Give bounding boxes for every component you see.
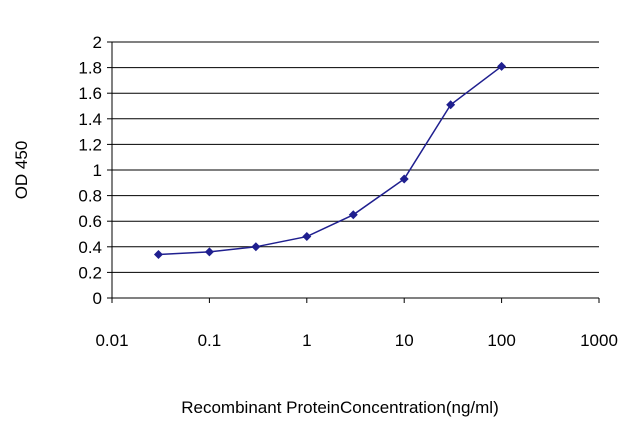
y-tick-label-6: 1.2 [78, 135, 102, 154]
series-group [153, 61, 507, 259]
y-axis-title: OD 450 [12, 141, 31, 200]
y-tick-label-2: 0.4 [78, 238, 102, 257]
x-tick-label-1: 0.1 [198, 331, 222, 350]
data-point-4 [348, 210, 358, 220]
x-tick-label-0: 0.01 [95, 331, 128, 350]
x-tick-label-2: 1 [302, 331, 311, 350]
data-point-7 [497, 61, 507, 71]
data-point-5 [399, 174, 409, 184]
x-tick-label-5: 1000 [580, 331, 618, 350]
y-axis-ticks: 0 0.2 0.4 0.6 0.8 1 1.2 1.4 1.6 1.8 2 [78, 33, 112, 308]
y-tick-label-8: 1.6 [78, 84, 102, 103]
x-axis-title: Recombinant ProteinConcentration(ng/ml) [181, 398, 499, 417]
gridlines [112, 41, 599, 273]
data-point-6 [446, 100, 456, 110]
data-point-1 [204, 247, 214, 257]
data-point-3 [302, 232, 312, 242]
series-line-0 [158, 65, 503, 256]
y-tick-label-9: 1.8 [78, 59, 102, 78]
y-tick-label-3: 0.6 [78, 212, 102, 231]
y-tick-label-4: 0.8 [78, 187, 102, 206]
y-tick-label-1: 0.2 [78, 263, 102, 282]
data-point-0 [153, 249, 163, 259]
y-tick-label-5: 1 [93, 161, 102, 180]
data-point-2 [251, 242, 261, 252]
x-tick-label-4: 100 [487, 331, 515, 350]
y-tick-label-0: 0 [93, 289, 102, 308]
x-tick-label-3: 10 [395, 331, 414, 350]
x-axis-ticks: 0.01 0.1 1 10 100 1000 [95, 298, 618, 350]
y-tick-label-7: 1.4 [78, 110, 102, 129]
y-tick-label-10: 2 [93, 33, 102, 52]
